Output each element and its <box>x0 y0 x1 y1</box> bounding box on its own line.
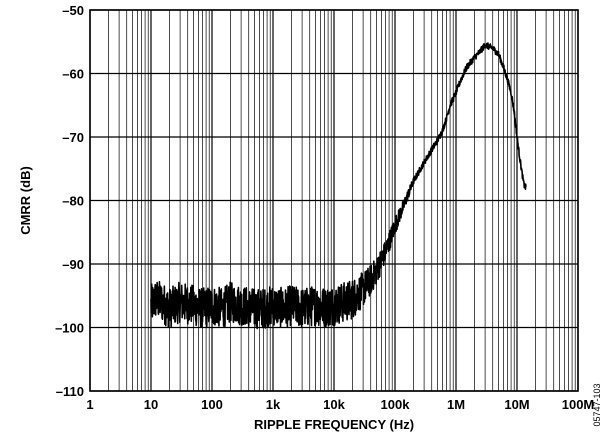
x-tick-label: 100M <box>562 397 595 412</box>
y-tick-label: –110 <box>56 384 84 399</box>
y-tick-label: –80 <box>62 194 84 209</box>
y-tick-label: –70 <box>62 130 84 145</box>
x-axis-label: RIPPLE FREQUENCY (Hz) <box>254 417 414 432</box>
x-tick-label: 100k <box>381 397 411 412</box>
x-tick-label: 1k <box>266 397 281 412</box>
y-tick-label: –60 <box>62 67 84 82</box>
plot-frame <box>89 9 579 392</box>
y-tick-labels: –50 –60 –70 –80 –90 –100 –110 <box>55 3 84 399</box>
x-tick-label: 100 <box>201 397 223 412</box>
y-tick-label: –100 <box>55 321 84 336</box>
y-tick-label: –50 <box>62 3 84 18</box>
y-tick-label: –90 <box>62 257 84 272</box>
x-tick-labels: 1 10 100 1k 10k 100k 1M 10M 100M <box>86 397 594 412</box>
figure-id: 05747-103 <box>592 383 602 426</box>
cmrr-curve <box>150 42 527 330</box>
y-axis-label: CMRR (dB) <box>18 166 33 235</box>
major-grid <box>89 9 579 392</box>
x-tick-label: 10k <box>323 397 345 412</box>
x-tick-label: 1M <box>447 397 465 412</box>
x-tick-label: 1 <box>86 397 93 412</box>
x-tick-label: 10M <box>504 397 529 412</box>
x-tick-label: 10 <box>144 397 158 412</box>
